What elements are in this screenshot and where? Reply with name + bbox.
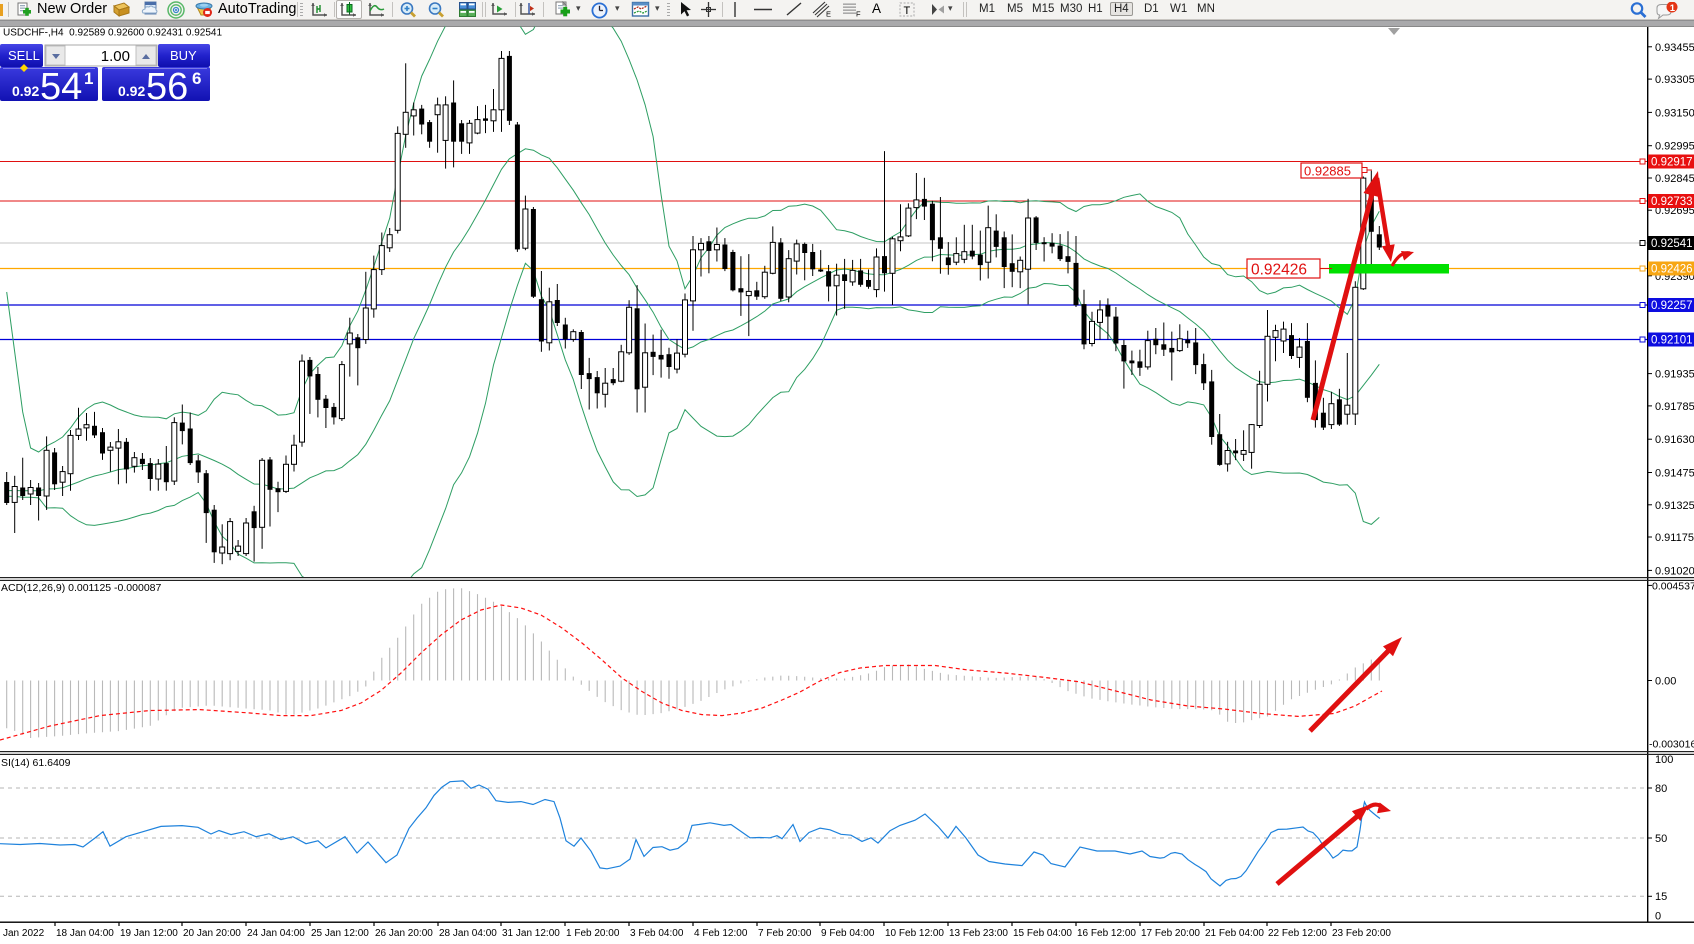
svg-text:0.92995: 0.92995	[1655, 141, 1694, 153]
svg-text:56: 56	[146, 66, 188, 108]
svg-text:19 Jan 12:00: 19 Jan 12:00	[120, 928, 178, 939]
svg-text:4 Feb 12:00: 4 Feb 12:00	[694, 928, 748, 939]
svg-text:0.92426: 0.92426	[1651, 264, 1693, 276]
svg-text:0.93150: 0.93150	[1655, 107, 1694, 119]
svg-text:0.91630: 0.91630	[1655, 434, 1694, 446]
svg-text:0.91935: 0.91935	[1655, 369, 1694, 381]
svg-text:0.91020: 0.91020	[1655, 565, 1694, 577]
svg-text:0.92257: 0.92257	[1651, 300, 1693, 312]
svg-text:0.92917: 0.92917	[1651, 157, 1693, 169]
svg-text:BUY: BUY	[170, 48, 197, 63]
svg-text:1: 1	[1670, 3, 1676, 14]
svg-text:1 Feb 20:00: 1 Feb 20:00	[566, 928, 620, 939]
svg-text:9 Feb 04:00: 9 Feb 04:00	[821, 928, 875, 939]
svg-text:SI(14) 61.6409: SI(14) 61.6409	[1, 757, 71, 769]
svg-text:0.92: 0.92	[118, 83, 145, 99]
svg-text:1.00: 1.00	[101, 48, 130, 65]
svg-text:7 Feb 20:00: 7 Feb 20:00	[758, 928, 812, 939]
svg-text:ACD(12,26,9) 0.001125 -0.00008: ACD(12,26,9) 0.001125 -0.000087	[1, 582, 161, 594]
svg-text:Jan 2022: Jan 2022	[3, 928, 45, 939]
svg-text:3 Feb 04:00: 3 Feb 04:00	[630, 928, 684, 939]
svg-text:17 Feb 20:00: 17 Feb 20:00	[1141, 928, 1200, 939]
svg-text:0.93305: 0.93305	[1655, 74, 1694, 86]
svg-text:SELL: SELL	[8, 48, 40, 63]
svg-text:26 Jan 20:00: 26 Jan 20:00	[375, 928, 433, 939]
svg-text:-0.003016: -0.003016	[1649, 738, 1694, 750]
svg-text:F: F	[856, 10, 861, 19]
svg-text:0.93455: 0.93455	[1655, 42, 1694, 54]
svg-text:24 Jan 04:00: 24 Jan 04:00	[247, 928, 305, 939]
svg-text:0.004537: 0.004537	[1652, 580, 1694, 592]
svg-text:10 Feb 12:00: 10 Feb 12:00	[885, 928, 944, 939]
svg-text:0.91175: 0.91175	[1655, 532, 1694, 544]
svg-text:0: 0	[1655, 911, 1661, 923]
svg-text:0.92733: 0.92733	[1651, 196, 1693, 208]
svg-text:21 Feb 04:00: 21 Feb 04:00	[1205, 928, 1264, 939]
svg-text:0.91785: 0.91785	[1655, 401, 1694, 413]
svg-text:31 Jan 12:00: 31 Jan 12:00	[502, 928, 560, 939]
svg-text:0.92541: 0.92541	[1651, 238, 1693, 250]
svg-text:0.91325: 0.91325	[1655, 500, 1694, 512]
svg-text:15 Feb 04:00: 15 Feb 04:00	[1013, 928, 1072, 939]
svg-text:USDCHF-,H4 0.92589 0.92600 0.: USDCHF-,H4 0.92589 0.92600 0.92431 0.925…	[3, 28, 222, 39]
svg-text:0.92426: 0.92426	[1251, 262, 1307, 279]
svg-text:1: 1	[84, 69, 93, 88]
svg-text:23 Feb 20:00: 23 Feb 20:00	[1332, 928, 1391, 939]
svg-text:20 Jan 20:00: 20 Jan 20:00	[183, 928, 241, 939]
svg-text:25 Jan 12:00: 25 Jan 12:00	[311, 928, 369, 939]
svg-text:0.92845: 0.92845	[1655, 173, 1694, 185]
svg-text:15: 15	[1655, 891, 1667, 903]
svg-text:54: 54	[40, 66, 82, 108]
svg-text:0.00: 0.00	[1655, 676, 1676, 688]
svg-text:22 Feb 12:00: 22 Feb 12:00	[1268, 928, 1327, 939]
svg-text:100: 100	[1655, 754, 1673, 766]
svg-text:80: 80	[1655, 783, 1667, 795]
svg-text:13 Feb 23:00: 13 Feb 23:00	[949, 928, 1008, 939]
svg-text:28 Jan 04:00: 28 Jan 04:00	[439, 928, 497, 939]
svg-text:T: T	[904, 5, 911, 17]
svg-text:0.92101: 0.92101	[1651, 335, 1693, 347]
svg-text:50: 50	[1655, 833, 1667, 845]
svg-text:0.91475: 0.91475	[1655, 468, 1694, 480]
svg-text:0.92885: 0.92885	[1304, 164, 1351, 179]
svg-text:0.92695: 0.92695	[1655, 205, 1694, 217]
svg-text:0.92: 0.92	[12, 83, 39, 99]
svg-text:16 Feb 12:00: 16 Feb 12:00	[1077, 928, 1136, 939]
svg-text:6: 6	[192, 69, 201, 88]
svg-text:E: E	[826, 10, 831, 19]
svg-text:18 Jan 04:00: 18 Jan 04:00	[56, 928, 114, 939]
